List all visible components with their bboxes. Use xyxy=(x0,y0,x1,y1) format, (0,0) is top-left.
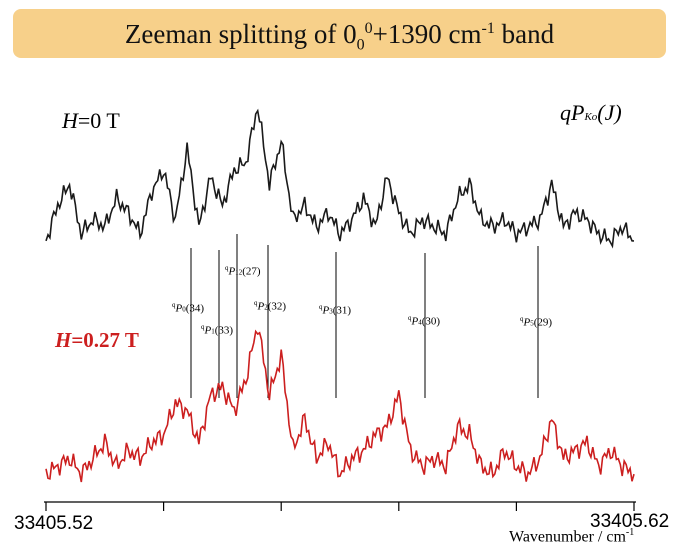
chart-title: Zeeman splitting of 000+1390 cm-1 band xyxy=(124,19,555,54)
annotation-qp0-34: qP0(34) xyxy=(172,301,205,315)
label-qp-ko-j: qPKo(J) xyxy=(560,100,622,125)
annotation-qp12-27: qP12(27) xyxy=(225,264,261,278)
annotation-qp2-32: qP2(32) xyxy=(254,299,287,313)
x-tick-label-right: 33405.62 xyxy=(590,511,670,532)
label-h027: H=0.27 T xyxy=(55,328,139,352)
spectrum-trace-027T xyxy=(45,329,635,483)
x-tick-label-left: 33405.52 xyxy=(14,513,94,534)
peak-marker-lines xyxy=(190,234,539,398)
annotation-qp5-29: qP5(29) xyxy=(520,315,553,329)
x-axis-label: Wavenumber / cm-1 xyxy=(509,527,635,546)
x-axis-ticks xyxy=(45,502,635,511)
annotation-qp3-31: qP3(31) xyxy=(319,303,352,317)
annotation-qp1-33: qP1(33) xyxy=(201,323,234,337)
title-banner: Zeeman splitting of 000+1390 cm-1 band xyxy=(13,9,666,58)
spectrum-trace-0T xyxy=(45,108,635,249)
annotation-qp4-30: qP4(30) xyxy=(408,314,441,328)
label-h0: H=0 T xyxy=(62,108,120,133)
